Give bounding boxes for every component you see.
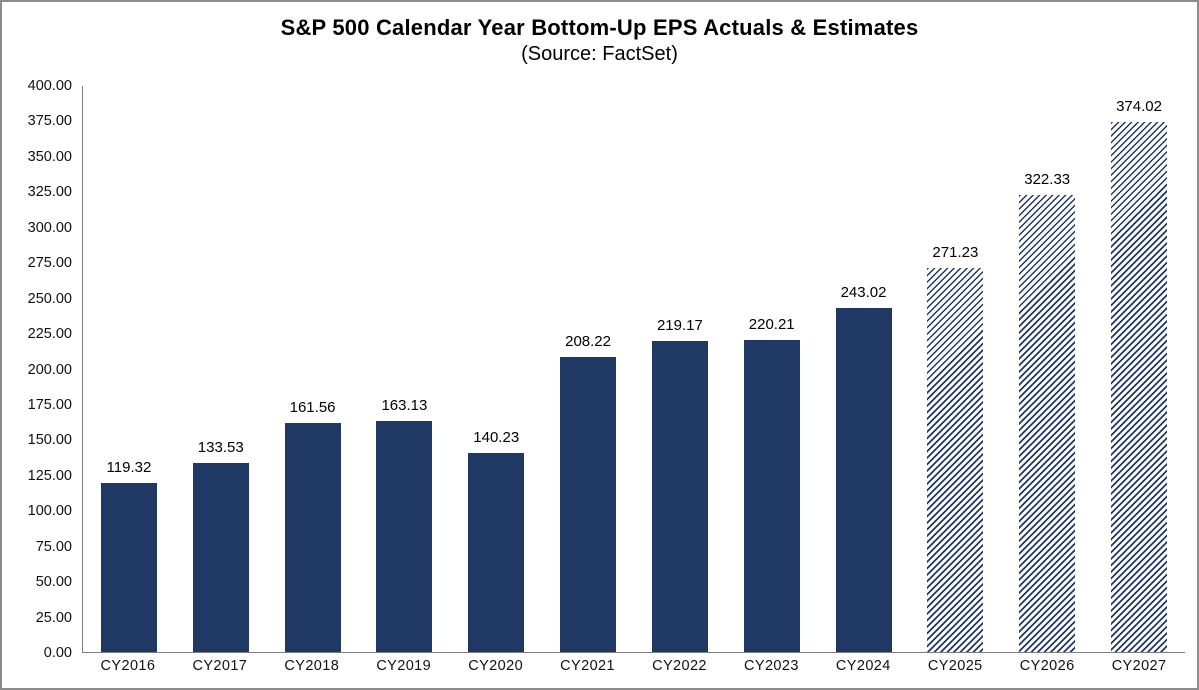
bar-column-cy2019: 163.13 [358, 86, 450, 652]
plot-area: 119.32 133.53 161.56 163.13 140.23 208.22 219.… [82, 86, 1185, 653]
bar-estimate [1019, 195, 1076, 652]
x-tick-label: CY2022 [652, 658, 707, 674]
bar-value-label: 133.53 [197, 438, 244, 456]
x-tick-label: CY2025 [927, 658, 983, 674]
x-axis: CY2016 CY2017 CY2018 CY2019 CY2020 CY2021 CY20… [82, 658, 1185, 674]
x-tick-label: CY2026 [1019, 658, 1075, 674]
y-tick-label: 175.00 [27, 396, 72, 413]
bar-actual [560, 356, 617, 652]
y-tick-label: 250.00 [27, 290, 72, 307]
bar-value-label: 243.02 [840, 283, 887, 301]
y-tick-label: 150.00 [27, 432, 72, 449]
x-tick-label: CY2020 [468, 658, 524, 674]
bar-actual [376, 420, 433, 652]
bar-column-cy2021: 208.22 [542, 86, 634, 652]
bar-value-label: 163.13 [381, 396, 428, 414]
chart-title: S&P 500 Calendar Year Bottom-Up EPS Actu… [280, 15, 919, 40]
chart-subtitle: (Source: FactSet) [521, 43, 678, 65]
bar-actual [835, 307, 892, 652]
x-tick-label: CY2024 [835, 658, 891, 674]
y-tick-label: 300.00 [27, 219, 72, 236]
bar-estimate [1111, 121, 1168, 652]
bar-column-cy2024: 243.02 [818, 86, 910, 652]
x-tick-label: CY2027 [1111, 658, 1167, 674]
bar-estimate [927, 267, 984, 652]
bar-actual [743, 339, 800, 652]
y-tick-label: 75.00 [35, 538, 72, 555]
bar-value-label: 220.21 [748, 315, 795, 333]
y-tick-label: 25.00 [35, 609, 72, 626]
bar-value-label: 219.17 [656, 317, 703, 335]
y-axis: 400.00 375.00 350.00 325.00 300.00 275.00 250.… [10, 78, 82, 661]
bar-actual [192, 462, 249, 652]
y-tick-label: 275.00 [27, 255, 72, 272]
bar-column-cy2026: 322.33 [1001, 86, 1093, 652]
bar-column-cy2025: 271.23 [909, 86, 1001, 652]
bar-column-cy2027: 374.02 [1093, 86, 1185, 652]
bar-value-label: 374.02 [1116, 97, 1162, 115]
bar-value-label: 271.23 [932, 243, 979, 261]
bar-value-label: 322.33 [1024, 171, 1071, 189]
bar-column-cy2023: 220.21 [726, 86, 818, 652]
y-tick-label: 225.00 [27, 326, 72, 343]
bar-value-label: 161.56 [289, 399, 336, 416]
bar-column-cy2018: 161.56 [267, 86, 359, 652]
bar-value-label: 208.22 [565, 332, 611, 350]
bars-row: 119.32 133.53 161.56 163.13 140.23 208.22 219.… [83, 86, 1185, 652]
y-tick-label: 375.00 [27, 113, 72, 130]
bar-actual [468, 453, 525, 652]
y-tick-label: 100.00 [27, 503, 72, 520]
x-tick-label: CY2017 [192, 658, 248, 674]
y-tick-label: 0.00 [43, 645, 72, 661]
y-tick-label: 125.00 [27, 467, 72, 484]
y-tick-label: 325.00 [27, 184, 72, 201]
y-tick-label: 50.00 [35, 574, 72, 591]
bar-column-cy2016: 119.32 [83, 86, 175, 652]
bar-value-label: 119.32 [106, 458, 152, 476]
bar-actual [284, 423, 341, 652]
chart-area: 400.00 375.00 350.00 325.00 300.00 275.00 250.… [10, 78, 1185, 661]
x-tick-label: CY2019 [376, 658, 432, 674]
y-tick-label: 400.00 [27, 78, 72, 94]
y-tick-label: 350.00 [27, 148, 72, 165]
x-tick-label: CY2021 [560, 658, 615, 674]
y-tick-label: 200.00 [27, 361, 72, 378]
bar-column-cy2022: 219.17 [634, 86, 726, 652]
bar-column-cy2020: 140.23 [450, 86, 542, 652]
x-tick-label: CY2016 [100, 658, 156, 674]
bar-value-label: 140.23 [473, 429, 520, 447]
x-tick-label: CY2018 [284, 658, 340, 674]
bar-column-cy2017: 133.53 [175, 86, 267, 652]
x-tick-label: CY2023 [744, 658, 799, 674]
bar-actual [651, 341, 708, 652]
bar-actual [100, 482, 157, 652]
